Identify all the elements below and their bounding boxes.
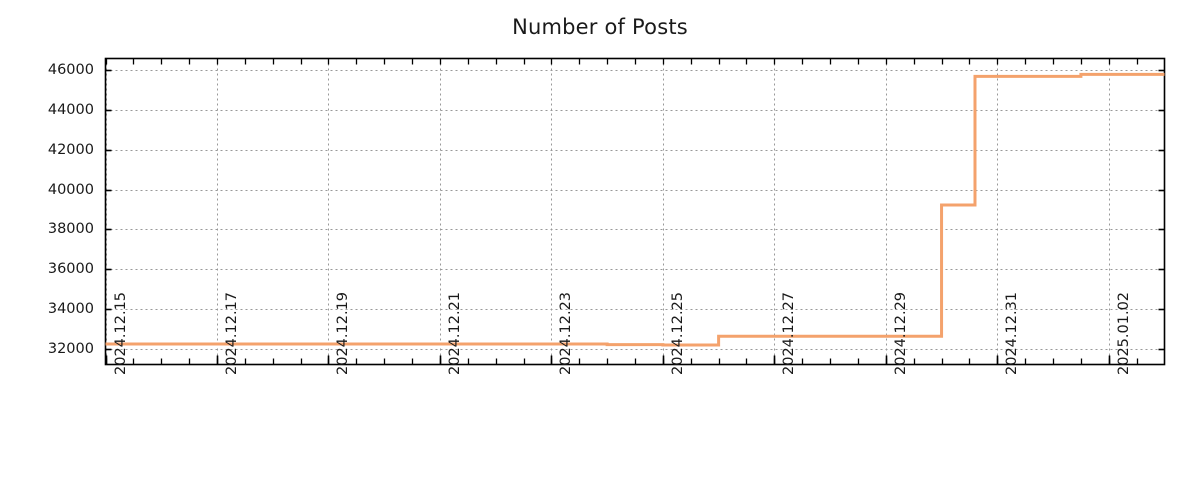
x-gridlines xyxy=(106,58,1110,365)
x-tick-label: 2024.12.29 xyxy=(892,291,909,375)
x-tick-label: 2024.12.23 xyxy=(557,291,574,375)
y-tick-label: 38000 xyxy=(47,220,94,237)
data-line-number-of-posts xyxy=(105,72,1165,347)
y-tick-label: 34000 xyxy=(47,300,94,317)
x-tick-label: 2024.12.31 xyxy=(1003,291,1020,375)
y-tick-label: 32000 xyxy=(47,340,94,357)
chart-title: Number of Posts xyxy=(512,15,688,39)
y-tick-label: 44000 xyxy=(47,101,94,118)
x-tick-label: 2024.12.17 xyxy=(223,291,240,375)
x-tick-label: 2024.12.25 xyxy=(669,291,686,375)
x-tick-label: 2024.12.21 xyxy=(446,291,463,375)
x-tick-label: 2024.12.15 xyxy=(112,291,129,375)
plot-frame xyxy=(104,57,1166,366)
y-tick-label: 36000 xyxy=(47,260,94,277)
x-tick-label: 2025.01.02 xyxy=(1115,291,1132,375)
y-gridlines xyxy=(105,70,1165,350)
x-ticks xyxy=(105,58,1139,365)
y-tick-label: 42000 xyxy=(47,141,94,158)
y-tick-label: 46000 xyxy=(47,61,94,78)
y-tick-label: 40000 xyxy=(47,181,94,198)
y-ticks xyxy=(105,69,1165,351)
x-tick-label: 2024.12.27 xyxy=(780,291,797,375)
x-tick-label: 2024.12.19 xyxy=(334,291,351,375)
